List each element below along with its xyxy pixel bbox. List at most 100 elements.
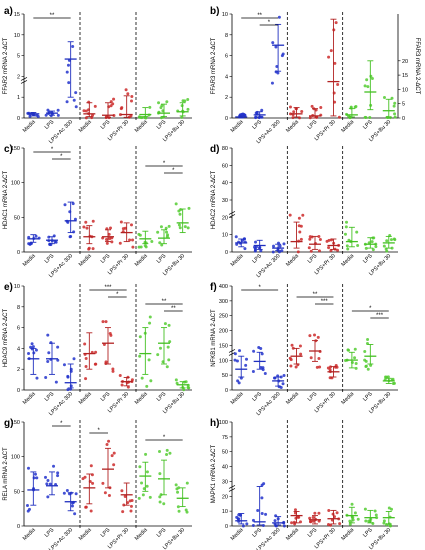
category-label: LPS [156,253,168,265]
data-point [356,244,360,248]
data-point [53,240,57,244]
data-point [91,247,95,251]
data-point [112,463,116,467]
data-point [46,333,50,337]
data-point [252,349,256,353]
data-point [346,247,350,251]
data-point [130,499,134,503]
data-point [363,507,367,511]
category-label: Media [285,253,301,269]
data-point [363,84,367,88]
data-point [104,362,108,366]
data-point [144,245,148,249]
data-point [311,516,315,520]
data-point [165,100,169,104]
data-point [165,365,169,369]
data-point [368,115,372,119]
y-tick-label: 8 [225,33,228,39]
data-point [182,388,186,392]
data-point [347,348,351,352]
y-tick-label-right: 10 [402,87,408,93]
axis-break [20,77,28,81]
category-label: LPS [156,391,168,403]
axis-break [228,349,236,353]
data-point [327,509,331,513]
category-label: Media [78,527,94,543]
data-point [288,356,292,360]
data-point [175,381,179,385]
y-tick-label: 10 [222,12,228,18]
data-point [105,443,109,447]
data-point [327,246,331,250]
data-point [364,246,368,250]
data-point [158,241,162,245]
data-point [369,363,373,367]
data-point [138,233,142,237]
data-point [123,226,127,230]
data-point [34,234,38,238]
y-tick-label: 150 [11,420,20,426]
data-point [124,88,128,92]
data-point [350,361,354,365]
data-point [65,70,69,74]
significance-label: * [369,306,372,312]
data-point [160,243,164,247]
y-tick-label: 300 [219,299,228,305]
y-tick-label: 400 [219,284,228,290]
category-label: Media [285,527,301,543]
data-point [69,387,73,391]
data-point [233,352,237,356]
data-point [327,55,331,59]
data-point [35,376,39,380]
data-point [87,246,91,250]
category-label: LPS [362,391,374,403]
data-point [121,510,125,514]
category-label: Media [78,391,94,407]
y-tick-label: 150 [219,343,228,349]
y-tick-label: 100 [219,420,228,426]
data-point [263,371,267,375]
axis-break [20,80,28,84]
data-point [45,482,49,486]
data-point [353,511,357,515]
category-label: Media [134,119,150,135]
data-point [277,15,281,19]
category-label: LPS [362,527,374,539]
data-point [294,365,298,369]
y-axis-label: FFAR3 mRNA 2-ΔCT [211,37,217,94]
data-point [83,342,87,346]
data-point [288,213,292,217]
significance-label: *** [104,285,112,291]
data-point [56,108,60,112]
data-point [185,510,189,514]
data-point [164,226,168,230]
data-point [138,115,142,119]
panel-letter: h) [210,418,219,429]
category-label: LPS [251,119,263,131]
y-tick-label: 30 [222,479,228,485]
data-point [30,342,34,346]
data-point [158,500,162,504]
significance-label: * [172,168,175,174]
data-point [317,511,321,515]
data-point [329,523,333,527]
data-point [129,509,133,513]
data-point [163,322,167,326]
axis-break [228,211,236,215]
data-point [315,365,319,369]
data-point [165,452,169,456]
category-label: LPS [44,527,56,539]
y-tick-label: 150 [11,146,20,152]
data-point [31,345,35,349]
data-point [251,369,255,373]
data-point [148,105,152,109]
data-point [308,516,312,520]
category-label: LPS [251,527,263,539]
category-label: LPS [362,253,374,265]
category-label: LPS [362,119,374,131]
data-point [234,235,238,239]
data-point [300,109,304,113]
data-point [245,522,249,526]
data-point [309,520,313,524]
